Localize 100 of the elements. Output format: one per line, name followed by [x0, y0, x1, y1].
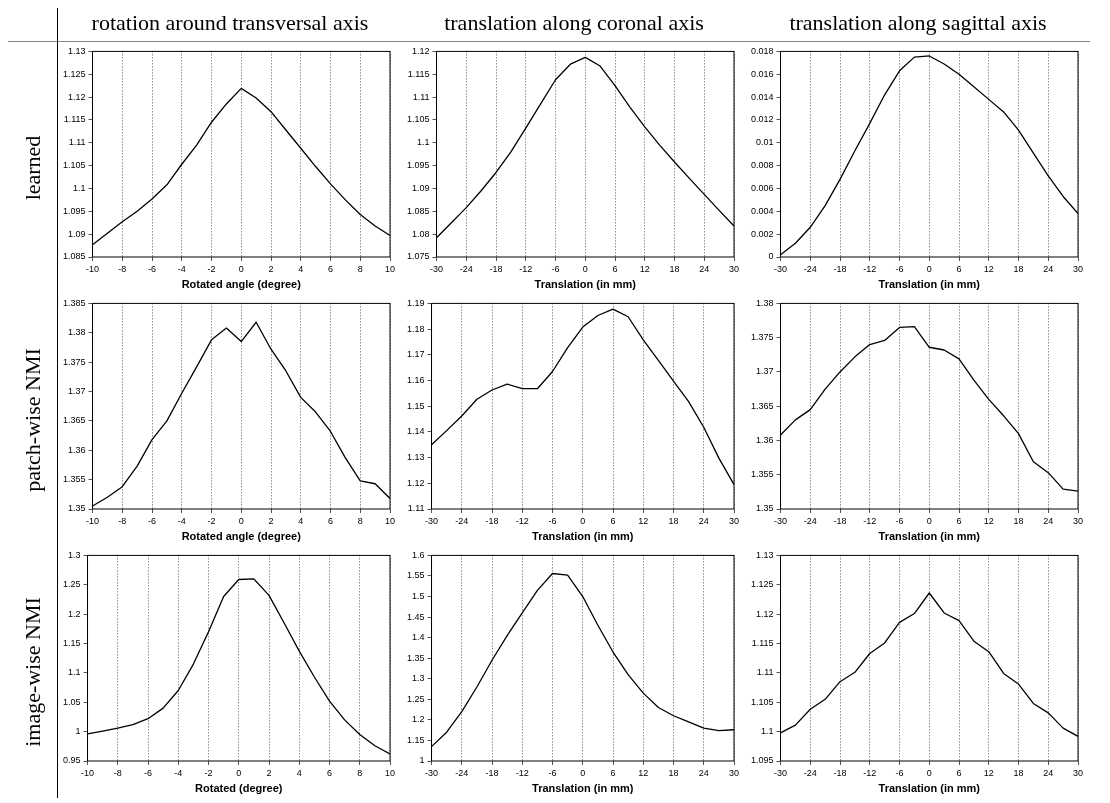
y-tick-label: 1.355 [62, 474, 86, 485]
y-tick-label: 1.14 [406, 426, 425, 437]
x-axis-title: Rotated angle (degree) [181, 530, 302, 543]
y-tick-label: 1.375 [62, 356, 86, 367]
y-tick-label: 1.12 [67, 91, 86, 102]
x-tick-label: -18 [485, 767, 499, 778]
x-axis-title: Translation (in mm) [532, 782, 634, 795]
x-tick-label: -8 [118, 263, 127, 274]
x-tick-label: -6 [148, 515, 157, 526]
y-tick-label: 1.1 [761, 726, 774, 737]
x-axis-title: Translation (in mm) [878, 782, 981, 795]
x-tick-label: 2 [266, 767, 272, 778]
x-tick-label: 6 [327, 767, 333, 778]
x-tick-label: -8 [118, 515, 127, 526]
x-tick-label: 8 [357, 263, 363, 274]
x-tick-label: -18 [489, 263, 503, 274]
y-tick-label: 1.105 [406, 114, 430, 125]
y-tick-label: 1.085 [62, 251, 86, 262]
x-tick-label: 12 [983, 767, 994, 778]
x-tick-label: 18 [668, 767, 679, 778]
x-tick-label: 6 [610, 767, 616, 778]
y-tick-label: 1.38 [67, 327, 86, 338]
y-tick-label: 1.11 [756, 667, 774, 678]
x-tick-label: -12 [863, 515, 877, 526]
y-tick-label: 1.25 [406, 693, 425, 704]
x-tick-label: -12 [515, 767, 529, 778]
y-tick-label: 1.16 [406, 374, 425, 385]
y-tick-label: 1.3 [68, 549, 81, 560]
x-tick-label: 10 [384, 767, 396, 778]
y-tick-label: 1.075 [406, 251, 430, 262]
y-tick-label: 1.35 [406, 652, 425, 663]
x-tick-label: 12 [638, 767, 649, 778]
x-tick-label: 0 [582, 263, 588, 274]
y-tick-label: 1.37 [755, 366, 774, 377]
y-axis-title: learned [20, 135, 46, 201]
y-tick-label: 1.18 [406, 323, 425, 334]
y-tick-label: 1.365 [750, 400, 774, 411]
y-tick-label: 1.11 [68, 137, 86, 148]
x-tick-label: -10 [86, 515, 100, 526]
y-tick-label: 1.55 [406, 570, 425, 581]
x-tick-label: 6 [328, 515, 334, 526]
x-axis-title: Translation (in mm) [532, 530, 634, 543]
x-tick-label: 10 [384, 515, 396, 526]
y-tick-label: 1.36 [67, 444, 86, 455]
y-tick-label: 1.25 [62, 579, 81, 590]
y-tick-label: 1.15 [62, 638, 81, 648]
y-tick-label: 1.095 [406, 160, 430, 171]
x-tick-label: -6 [148, 263, 157, 274]
y-tick-label: 1.115 [63, 114, 86, 125]
x-tick-label: 8 [357, 767, 363, 778]
x-tick-label: -24 [455, 515, 469, 526]
x-tick-label: -10 [86, 263, 100, 274]
x-tick-label: -2 [207, 515, 216, 526]
x-tick-label: -24 [459, 263, 473, 274]
x-axis-title: Rotated (degree) [195, 782, 283, 795]
x-tick-label: 0 [238, 515, 244, 526]
x-tick-label: -30 [425, 767, 439, 778]
x-tick-label: -6 [895, 767, 904, 778]
y-tick-label: 1 [75, 726, 81, 737]
y-tick-label: 1.105 [62, 160, 86, 171]
y-tick-label: 0.018 [750, 45, 774, 56]
x-tick-label: -12 [863, 263, 877, 274]
y-tick-label: 0.01 [755, 137, 774, 148]
x-tick-label: 0 [926, 767, 932, 778]
y-tick-label: 1.115 [751, 638, 774, 648]
x-tick-label: -6 [548, 515, 557, 526]
x-tick-label: -24 [803, 767, 817, 778]
chart-title: translation along coronal axis [402, 8, 746, 42]
x-tick-label: -30 [774, 515, 788, 526]
x-tick-label: 24 [1043, 767, 1054, 778]
y-tick-label: 1.09 [67, 228, 86, 239]
x-tick-label: 12 [639, 263, 650, 274]
y-tick-label: 1.1 [68, 667, 81, 678]
x-tick-label: 24 [1043, 515, 1054, 526]
y-tick-label: 1.2 [412, 714, 425, 725]
x-tick-label: 18 [669, 263, 680, 274]
y-axis-title: patch-wise NMI [20, 348, 46, 492]
y-tick-label: 1.36 [755, 434, 774, 445]
x-tick-label: 18 [668, 515, 679, 526]
x-tick-label: 0 [580, 767, 586, 778]
y-tick-label: 1 [419, 755, 425, 766]
x-tick-label: 0 [580, 515, 586, 526]
y-tick-label: 1.13 [67, 45, 86, 56]
x-tick-label: 2 [268, 515, 274, 526]
y-tick-label: 1.17 [406, 349, 425, 360]
x-tick-label: 30 [1072, 515, 1084, 526]
y-tick-label: 1.09 [411, 182, 430, 193]
y-tick-label: 0.016 [750, 68, 774, 79]
y-tick-label: 1.35 [67, 503, 86, 514]
x-tick-label: 24 [698, 515, 709, 526]
x-tick-label: 8 [357, 515, 363, 526]
y-tick-label: 1.355 [750, 469, 774, 480]
x-tick-label: 30 [1072, 263, 1084, 274]
y-tick-label: 1.38 [755, 297, 774, 308]
x-tick-label: -4 [177, 515, 186, 526]
x-tick-label: -4 [174, 767, 183, 778]
x-axis-title: Translation (in mm) [534, 278, 637, 291]
x-tick-label: 30 [728, 767, 740, 778]
y-axis-title: image-wise NMI [20, 597, 46, 747]
chart-title: translation along sagittal axis [746, 8, 1090, 42]
